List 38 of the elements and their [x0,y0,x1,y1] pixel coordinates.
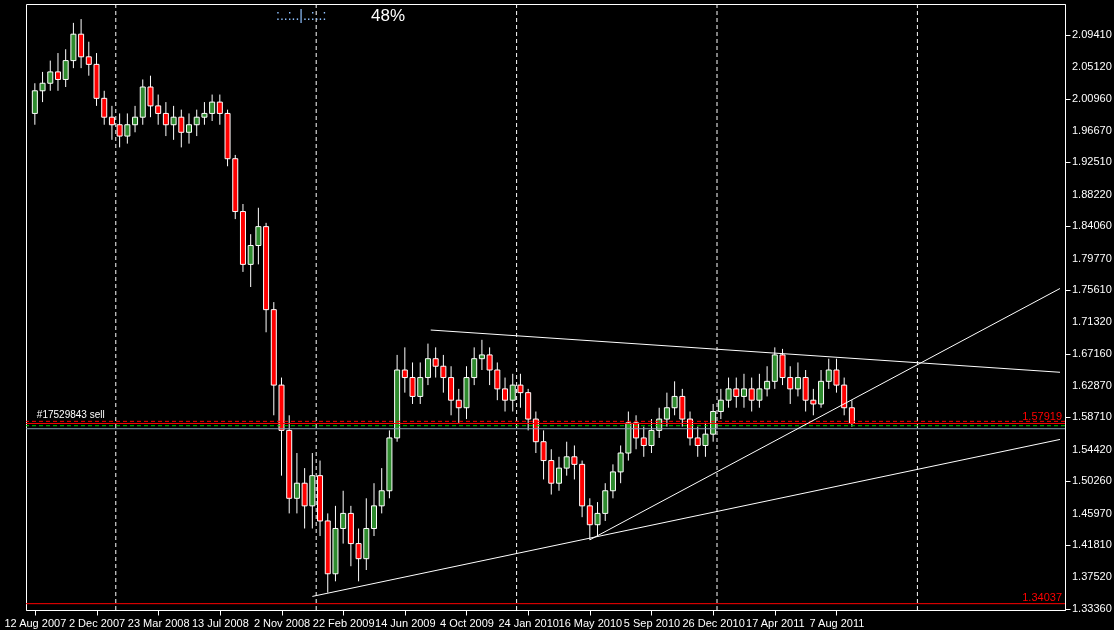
ref-line-label: 1.34037 [1022,590,1062,603]
y-tick-label: 1.71320 [1072,315,1112,328]
y-tick-label: 1.88220 [1072,187,1112,200]
y-tick-label: 1.50260 [1072,474,1112,487]
x-tick-label: 22 Feb 2009 [312,616,375,629]
x-tick-label: 23 Mar 2008 [127,616,190,629]
x-tick-label: 24 Jan 2010 [498,616,559,629]
y-tick-label: 1.45970 [1072,506,1112,519]
y-tick-label: 1.75610 [1072,282,1112,295]
y-tick-label: 1.33360 [1072,601,1112,614]
y-tick-label: 1.62870 [1072,379,1112,392]
x-tick-label: 14 Jun 2009 [375,616,436,629]
x-tick-label: 16 May 2010 [558,616,623,629]
annotation: :..:..|..:..: [276,7,327,23]
x-tick-label: 2 Dec 2007 [68,616,126,629]
y-tick-label: 1.54420 [1072,442,1112,455]
x-tick-label: 4 Oct 2009 [440,616,494,629]
y-tick-label: 1.37520 [1072,570,1112,583]
ref-line-label: 1.57919 [1022,410,1062,423]
y-tick-label: 1.41810 [1072,538,1112,551]
y-tick-label: 2.05120 [1072,60,1112,73]
x-tick-label: 12 Aug 2007 [4,616,67,629]
x-tick-label: 5 Sep 2010 [623,616,681,629]
x-tick-label: 26 Dec 2010 [682,616,745,629]
y-tick-label: 1.92510 [1072,155,1112,168]
annotation: 48% [371,6,406,25]
y-tick-label: 2.00960 [1072,91,1112,104]
y-tick-label: 1.84060 [1072,219,1112,232]
annotation: #17529843 sell [36,409,105,421]
y-tick-label: 1.58710 [1072,410,1112,423]
x-tick-label: 13 Jul 2008 [191,616,249,629]
y-tick-label: 1.67160 [1072,346,1112,359]
x-tick-label: 17 Apr 2011 [746,616,805,629]
y-tick-label: 1.96670 [1072,124,1112,137]
y-tick-label: 1.79770 [1072,251,1112,264]
x-tick-label: 7 Aug 2011 [809,616,865,629]
x-tick-label: 2 Nov 2008 [253,616,311,629]
y-tick-label: 2.09410 [1072,27,1112,40]
